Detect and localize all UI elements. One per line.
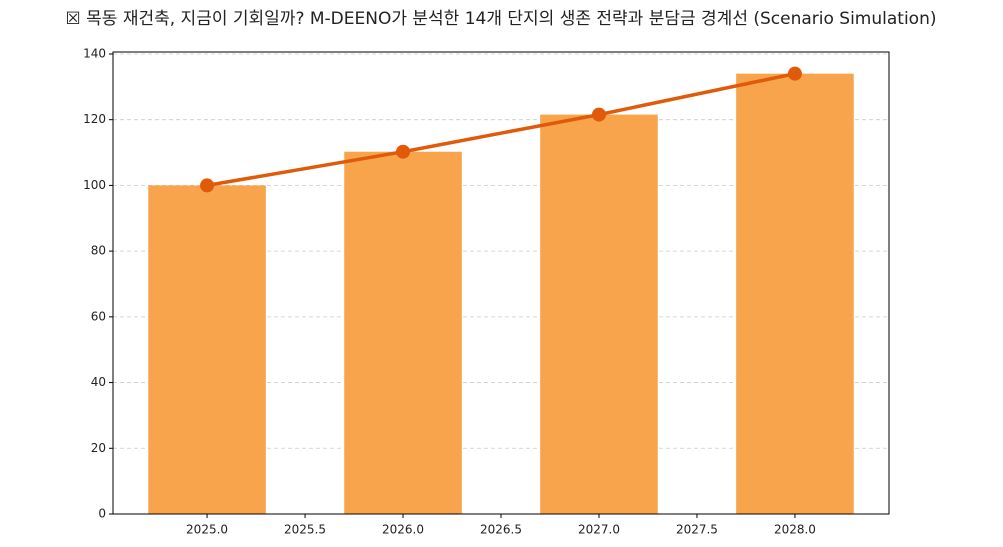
y-tick-label: 100 xyxy=(83,178,106,192)
plot-frame xyxy=(112,51,890,515)
x-tick-label: 2027.5 xyxy=(676,523,718,537)
line-marker xyxy=(396,144,411,159)
y-tick-label: 80 xyxy=(91,244,106,258)
y-tick-label: 140 xyxy=(83,46,106,60)
y-tick-label: 20 xyxy=(91,441,106,455)
y-tick-label: 40 xyxy=(91,375,106,389)
line xyxy=(206,71,796,188)
bar xyxy=(540,114,658,514)
line-marker xyxy=(787,66,802,81)
y-tick-label: 60 xyxy=(91,309,106,323)
x-tick-label: 2026.0 xyxy=(382,523,424,537)
bar xyxy=(148,185,266,514)
bar xyxy=(736,73,854,514)
x-tick-label: 2025.0 xyxy=(186,523,228,537)
line-marker xyxy=(591,107,606,122)
line-marker xyxy=(200,178,215,193)
x-tick-label: 2028.0 xyxy=(774,523,816,537)
bar xyxy=(344,151,462,514)
x-tick-label: 2027.0 xyxy=(578,523,620,537)
y-tick-label: 0 xyxy=(98,507,106,521)
chart-title: ☒ 목동 재건축, 지금이 기회일까? M-DEENO가 분석한 14개 단지의… xyxy=(66,9,937,29)
x-tick-label: 2025.5 xyxy=(284,523,326,537)
y-tick-label: 120 xyxy=(83,112,106,126)
x-tick-label: 2026.5 xyxy=(480,523,522,537)
